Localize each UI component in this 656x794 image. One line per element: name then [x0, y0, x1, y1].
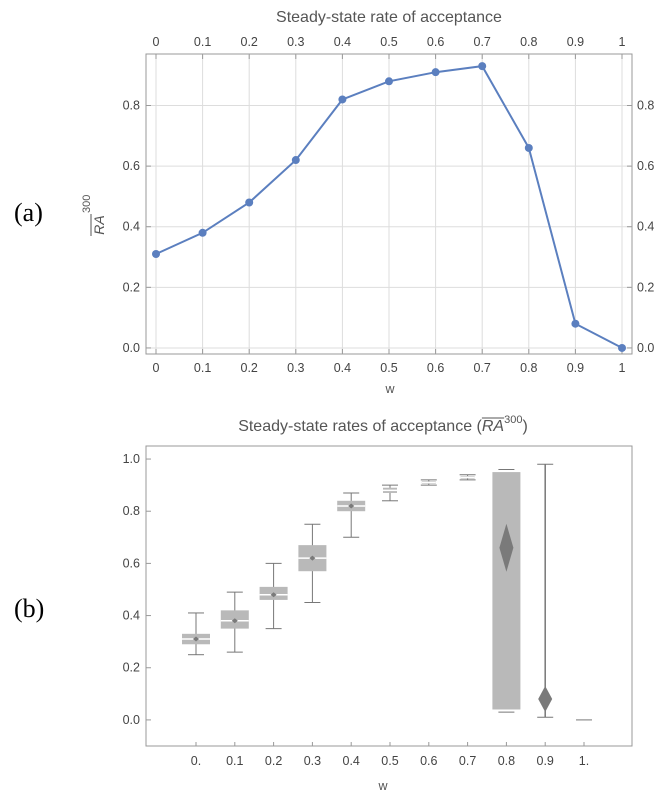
chart-b-xtick-label: 0.6 — [420, 754, 437, 768]
chart-a-xtick-label-top: 0.1 — [194, 35, 211, 49]
chart-a-xtick-label: 0.6 — [427, 361, 444, 375]
chart-b-box-group — [382, 484, 398, 502]
chart-a-ylabel-sup: 300 — [81, 195, 93, 213]
chart-a-data-point — [478, 62, 487, 71]
chart-a-xtick-label-top: 0.4 — [334, 35, 351, 49]
chart-a-xtick-label-top: 0.5 — [380, 35, 397, 49]
chart-a-xtick-label: 0 — [153, 361, 160, 375]
chart-a-xtick-label: 0.2 — [241, 361, 258, 375]
chart-a-xtick-label: 1 — [619, 361, 626, 375]
chart-b-title-base: RA — [482, 418, 504, 435]
chart-b-median-marker — [538, 686, 553, 713]
chart-b-median-marker — [231, 618, 238, 624]
chart-a-data-point — [618, 343, 626, 352]
chart-b-box-group — [459, 474, 476, 481]
chart-b-title: Steady-state rates of acceptance (RA300) — [238, 414, 528, 435]
chart-b-median-marker — [348, 503, 355, 509]
chart-a-ytick-label: 0.4 — [123, 220, 140, 234]
chart-a-ytick-label-right: 0.8 — [637, 99, 654, 113]
chart-a-data-point — [245, 198, 254, 207]
chart-a-xtick-label-top: 0.9 — [567, 35, 584, 49]
chart-a-ytick-label-right: 0.6 — [637, 159, 654, 173]
chart-a-xtick-label-top: 1 — [619, 35, 626, 49]
chart-a-title: Steady-state rate of acceptance — [276, 9, 502, 26]
chart-b-xtick-label: 0.2 — [265, 754, 282, 768]
chart-b-median-marker — [309, 555, 316, 561]
chart-a-data-point — [291, 156, 300, 165]
chart-b-box-group — [259, 562, 288, 630]
chart-a-data-point — [338, 95, 347, 104]
chart-b-box-group — [182, 612, 210, 656]
chart-a-xtick-label: 0.7 — [474, 361, 491, 375]
chart-a-data-point — [152, 250, 160, 258]
chart-a: Steady-state rate of acceptance (a) w RA… — [14, 9, 654, 396]
chart-b-frame — [145, 445, 633, 747]
chart-b-xtick-label: 0.1 — [226, 754, 243, 768]
chart-a-data-point — [198, 228, 207, 237]
chart-a-data-point — [571, 319, 580, 328]
chart-b-ytick-label: 0.2 — [123, 661, 140, 675]
chart-a-data-point — [431, 68, 440, 77]
chart-a-xtick-label-top: 0 — [153, 35, 160, 49]
chart-a-xtick-label-top: 0.7 — [474, 35, 491, 49]
chart-b-ytick-label: 0.6 — [123, 556, 140, 570]
chart-b-xtick-label: 0.4 — [343, 754, 360, 768]
chart-b-title-suffix: ) — [522, 418, 527, 435]
chart-a-ylabel: RA 300 — [81, 195, 107, 236]
chart-b-box-group — [298, 523, 327, 604]
chart-a-xlabel: w — [384, 382, 395, 396]
chart-b-ytick-label: 0.8 — [123, 504, 140, 518]
chart-b-xtick-label: 0.7 — [459, 754, 476, 768]
chart-b-box-group — [420, 479, 437, 486]
chart-a-xtick-label: 0.1 — [194, 361, 211, 375]
chart-a-xtick-label: 0.5 — [380, 361, 397, 375]
chart-b-box-group — [337, 492, 366, 538]
chart-b-xtick-label: 0. — [191, 754, 201, 768]
chart-a-xtick-label-top: 0.8 — [520, 35, 537, 49]
chart-b-xlabel: w — [377, 779, 388, 793]
chart-b-xtick-label: 1. — [579, 754, 589, 768]
chart-a-data-point — [385, 77, 393, 86]
chart-a-ytick-label: 0.0 — [123, 341, 140, 355]
chart-a-ytick-label: 0.2 — [123, 280, 140, 294]
chart-b-xtick-label: 0.8 — [498, 754, 515, 768]
chart-a-ytick-label-right: 0.2 — [637, 280, 654, 294]
chart-a-xtick-label: 0.3 — [287, 361, 304, 375]
chart-a-ytick-label-right: 0.0 — [637, 341, 654, 355]
chart-a-xtick-label: 0.4 — [334, 361, 351, 375]
chart-a-xtick-label-top: 0.6 — [427, 35, 444, 49]
chart-b-xtick-label: 0.3 — [304, 754, 321, 768]
chart-a-xtick-label-top: 0.3 — [287, 35, 304, 49]
chart-b-ytick-label: 0.0 — [123, 713, 140, 727]
chart-a-ytick-label: 0.8 — [123, 99, 140, 113]
panel-label-b: (b) — [14, 594, 44, 623]
chart-b-median-marker — [193, 636, 199, 642]
chart-b-ytick-label: 1.0 — [123, 452, 140, 466]
chart-b-median-marker — [270, 592, 277, 598]
chart-a-ytick-label: 0.6 — [123, 159, 140, 173]
chart-b-box-group — [220, 591, 249, 653]
chart-a-xtick-label: 0.9 — [567, 361, 584, 375]
chart-b: Steady-state rates of acceptance (RA300)… — [14, 414, 633, 793]
chart-b-title-sup: 300 — [504, 414, 522, 426]
chart-b-box — [492, 472, 521, 710]
chart-a-xtick-label: 0.8 — [520, 361, 537, 375]
chart-b-title-prefix: Steady-state rates of acceptance ( — [238, 418, 482, 435]
chart-a-ylabel-base: RA — [91, 215, 107, 234]
chart-a-data-point — [524, 143, 533, 152]
chart-b-xtick-label: 0.9 — [537, 754, 554, 768]
panel-label-a: (a) — [14, 198, 43, 227]
chart-b-median-marker — [499, 523, 514, 572]
chart-a-ytick-label-right: 0.4 — [637, 220, 654, 234]
chart-b-box-group — [537, 463, 554, 718]
chart-b-xtick-label: 0.5 — [381, 754, 398, 768]
chart-b-box-group — [492, 468, 521, 713]
chart-a-xtick-label-top: 0.2 — [241, 35, 258, 49]
chart-b-ytick-label: 0.4 — [123, 609, 140, 623]
